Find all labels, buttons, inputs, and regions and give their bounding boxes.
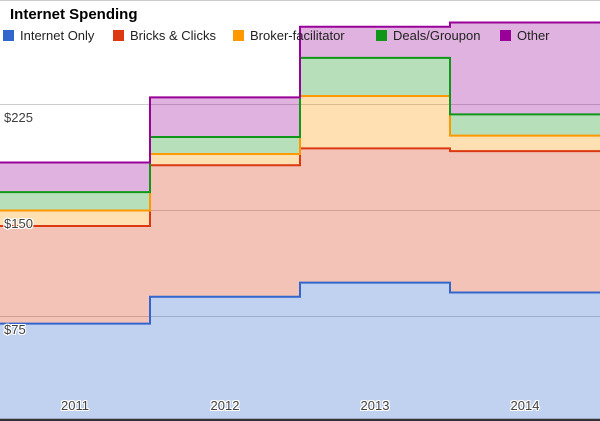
step-line-0 <box>0 281 600 325</box>
legend-swatch-icon <box>113 30 124 41</box>
y-axis-tick-label: $150 <box>4 215 33 231</box>
chart-title: Internet Spending <box>10 6 138 23</box>
legend-item-1: Bricks & Clicks <box>113 29 216 42</box>
legend-item-4: Other <box>500 29 550 42</box>
legend-label: Deals/Groupon <box>393 28 481 43</box>
legend-label: Broker-facilitator <box>250 28 345 43</box>
step-line-1 <box>0 147 600 228</box>
legend-label: Other <box>517 28 550 43</box>
legend-swatch-icon <box>3 30 14 41</box>
x-axis-tick-label: 2013 <box>360 398 390 413</box>
legend-label: Internet Only <box>20 28 95 43</box>
legend-label: Bricks & Clicks <box>130 28 216 43</box>
y-axis-tick-label: $225 <box>4 109 33 125</box>
legend-item-2: Broker-facilitator <box>233 29 345 42</box>
legend-swatch-icon <box>376 30 387 41</box>
legend-swatch-icon <box>233 30 244 41</box>
legend-item-3: Deals/Groupon <box>376 29 480 42</box>
legend-swatch-icon <box>500 30 511 41</box>
y-axis-tick-label: $75 <box>4 321 26 337</box>
x-axis-tick-label: 2012 <box>210 398 240 413</box>
legend-item-0: Internet Only <box>3 29 94 42</box>
x-axis-tick-label: 2014 <box>510 398 540 413</box>
step-line-4 <box>0 21 600 164</box>
x-axis-tick-label: 2011 <box>61 398 89 413</box>
